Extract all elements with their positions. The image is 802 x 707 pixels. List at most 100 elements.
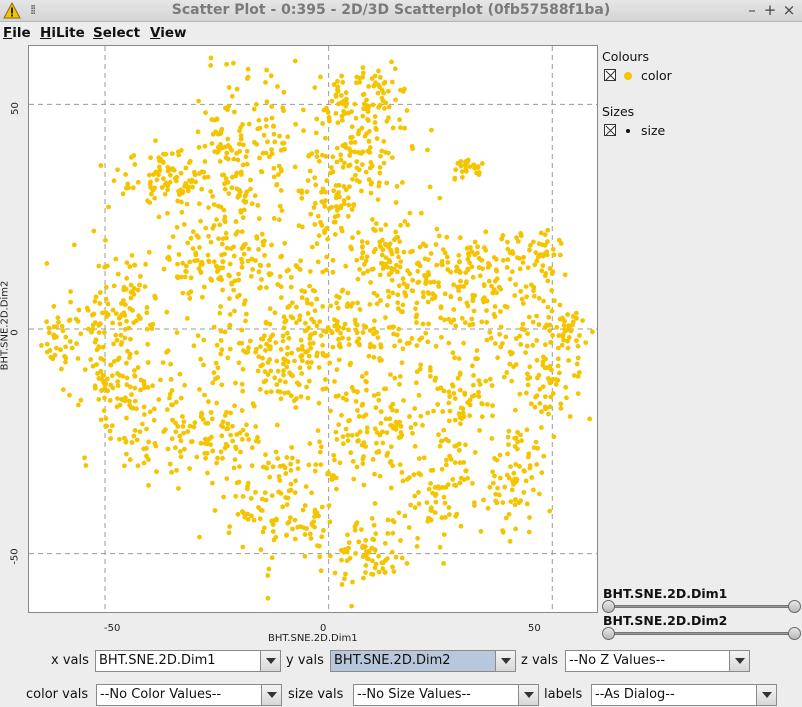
data-point-956[interactable] [187,423,193,429]
data-point-432[interactable] [176,152,182,158]
data-point-927[interactable] [244,422,249,428]
data-point-2286[interactable] [386,104,392,110]
data-point-1249[interactable] [397,338,403,344]
data-point-1922[interactable] [531,445,537,451]
data-point-2291[interactable] [371,83,377,89]
data-point-1886[interactable] [515,439,520,445]
data-point-1736[interactable] [385,517,391,523]
data-point-182[interactable] [400,180,405,185]
data-point-2314[interactable] [333,195,339,201]
data-point-2114[interactable] [461,414,467,420]
data-point-1006[interactable] [215,269,220,274]
data-point-1035[interactable] [246,246,252,252]
data-point-2040[interactable] [590,329,595,335]
data-point-2369[interactable] [378,244,384,250]
data-point-1029[interactable] [239,264,245,270]
data-point-1899[interactable] [492,473,497,479]
data-point-1971[interactable] [528,401,534,407]
data-point-199[interactable] [301,107,306,113]
data-point-1958[interactable] [525,371,530,377]
data-point-2187[interactable] [457,480,463,486]
data-point-614[interactable] [458,163,464,169]
data-point-1051[interactable] [269,242,274,248]
data-point-1500[interactable] [294,396,299,401]
data-point-553[interactable] [223,105,228,111]
data-point-1923[interactable] [494,500,500,506]
data-point-2183[interactable] [450,477,456,482]
data-point-79[interactable] [329,329,334,334]
data-point-1835[interactable] [484,308,489,313]
data-point-443[interactable] [178,187,184,193]
data-point-337[interactable] [292,58,298,64]
data-point-245[interactable] [360,113,366,119]
data-point-1359[interactable] [414,312,420,318]
data-point-1325[interactable] [371,331,376,337]
data-point-1671[interactable] [350,579,355,585]
data-point-1660[interactable] [273,534,279,540]
data-point-780[interactable] [138,387,143,393]
scatter-plot-canvas[interactable] [29,46,597,612]
data-point-1558[interactable] [333,475,339,481]
data-point-2233[interactable] [475,250,480,256]
data-point-1649[interactable] [265,573,271,578]
data-point-702[interactable] [105,263,110,269]
data-point-1773[interactable] [479,319,485,325]
data-point-1747[interactable] [439,261,444,267]
data-point-2330[interactable] [331,219,337,225]
data-point-1591[interactable] [332,457,337,463]
data-point-2028[interactable] [577,333,582,338]
data-point-18[interactable] [346,336,352,342]
data-point-301[interactable] [349,124,355,130]
data-point-1102[interactable] [226,272,232,278]
data-point-2160[interactable] [430,490,435,496]
data-point-785[interactable] [100,344,106,350]
data-point-2184[interactable] [437,544,443,550]
data-point-2211[interactable] [428,505,434,511]
data-point-1406[interactable] [380,440,386,446]
data-point-582[interactable] [263,123,269,129]
legend-size-checkbox[interactable] [604,124,616,136]
data-point-1278[interactable] [404,284,410,290]
data-point-1768[interactable] [525,265,531,271]
data-point-2094[interactable] [489,383,495,388]
data-point-2309[interactable] [319,223,325,228]
data-point-1284[interactable] [422,273,427,278]
data-point-2292[interactable] [390,79,395,85]
data-point-339[interactable] [331,82,337,87]
data-point-1285[interactable] [420,290,426,295]
data-point-621[interactable] [463,166,469,172]
data-point-1070[interactable] [217,310,223,316]
data-point-1972[interactable] [553,377,559,382]
close-button[interactable]: × [782,1,796,19]
data-point-88[interactable] [320,342,325,348]
data-point-937[interactable] [209,416,215,422]
data-point-1895[interactable] [535,445,541,451]
data-point-2264[interactable] [386,115,391,121]
data-point-633[interactable] [103,296,109,302]
data-point-1420[interactable] [373,405,379,411]
data-point-987[interactable] [211,259,217,264]
data-point-1685[interactable] [344,549,350,555]
data-point-1222[interactable] [309,360,314,365]
data-point-2111[interactable] [490,413,495,419]
data-point-430[interactable] [162,191,168,197]
data-point-41[interactable] [338,330,343,336]
data-point-1914[interactable] [512,435,517,441]
data-point-122[interactable] [325,325,331,331]
data-point-875[interactable] [164,309,170,315]
data-point-67[interactable] [421,294,426,300]
data-point-636[interactable] [111,283,117,289]
data-point-660[interactable] [105,301,111,307]
data-point-1193[interactable] [174,330,180,335]
data-point-455[interactable] [224,150,230,156]
data-point-1176[interactable] [191,343,197,349]
data-point-1241[interactable] [392,343,397,349]
data-point-1597[interactable] [236,479,242,485]
data-point-1716[interactable] [338,547,344,553]
data-point-1879[interactable] [513,526,518,532]
data-point-934[interactable] [232,457,238,462]
data-point-1985[interactable] [525,331,530,336]
data-point-1525[interactable] [393,426,399,432]
data-point-1452[interactable] [452,355,457,361]
data-point-1779[interactable] [507,276,513,282]
